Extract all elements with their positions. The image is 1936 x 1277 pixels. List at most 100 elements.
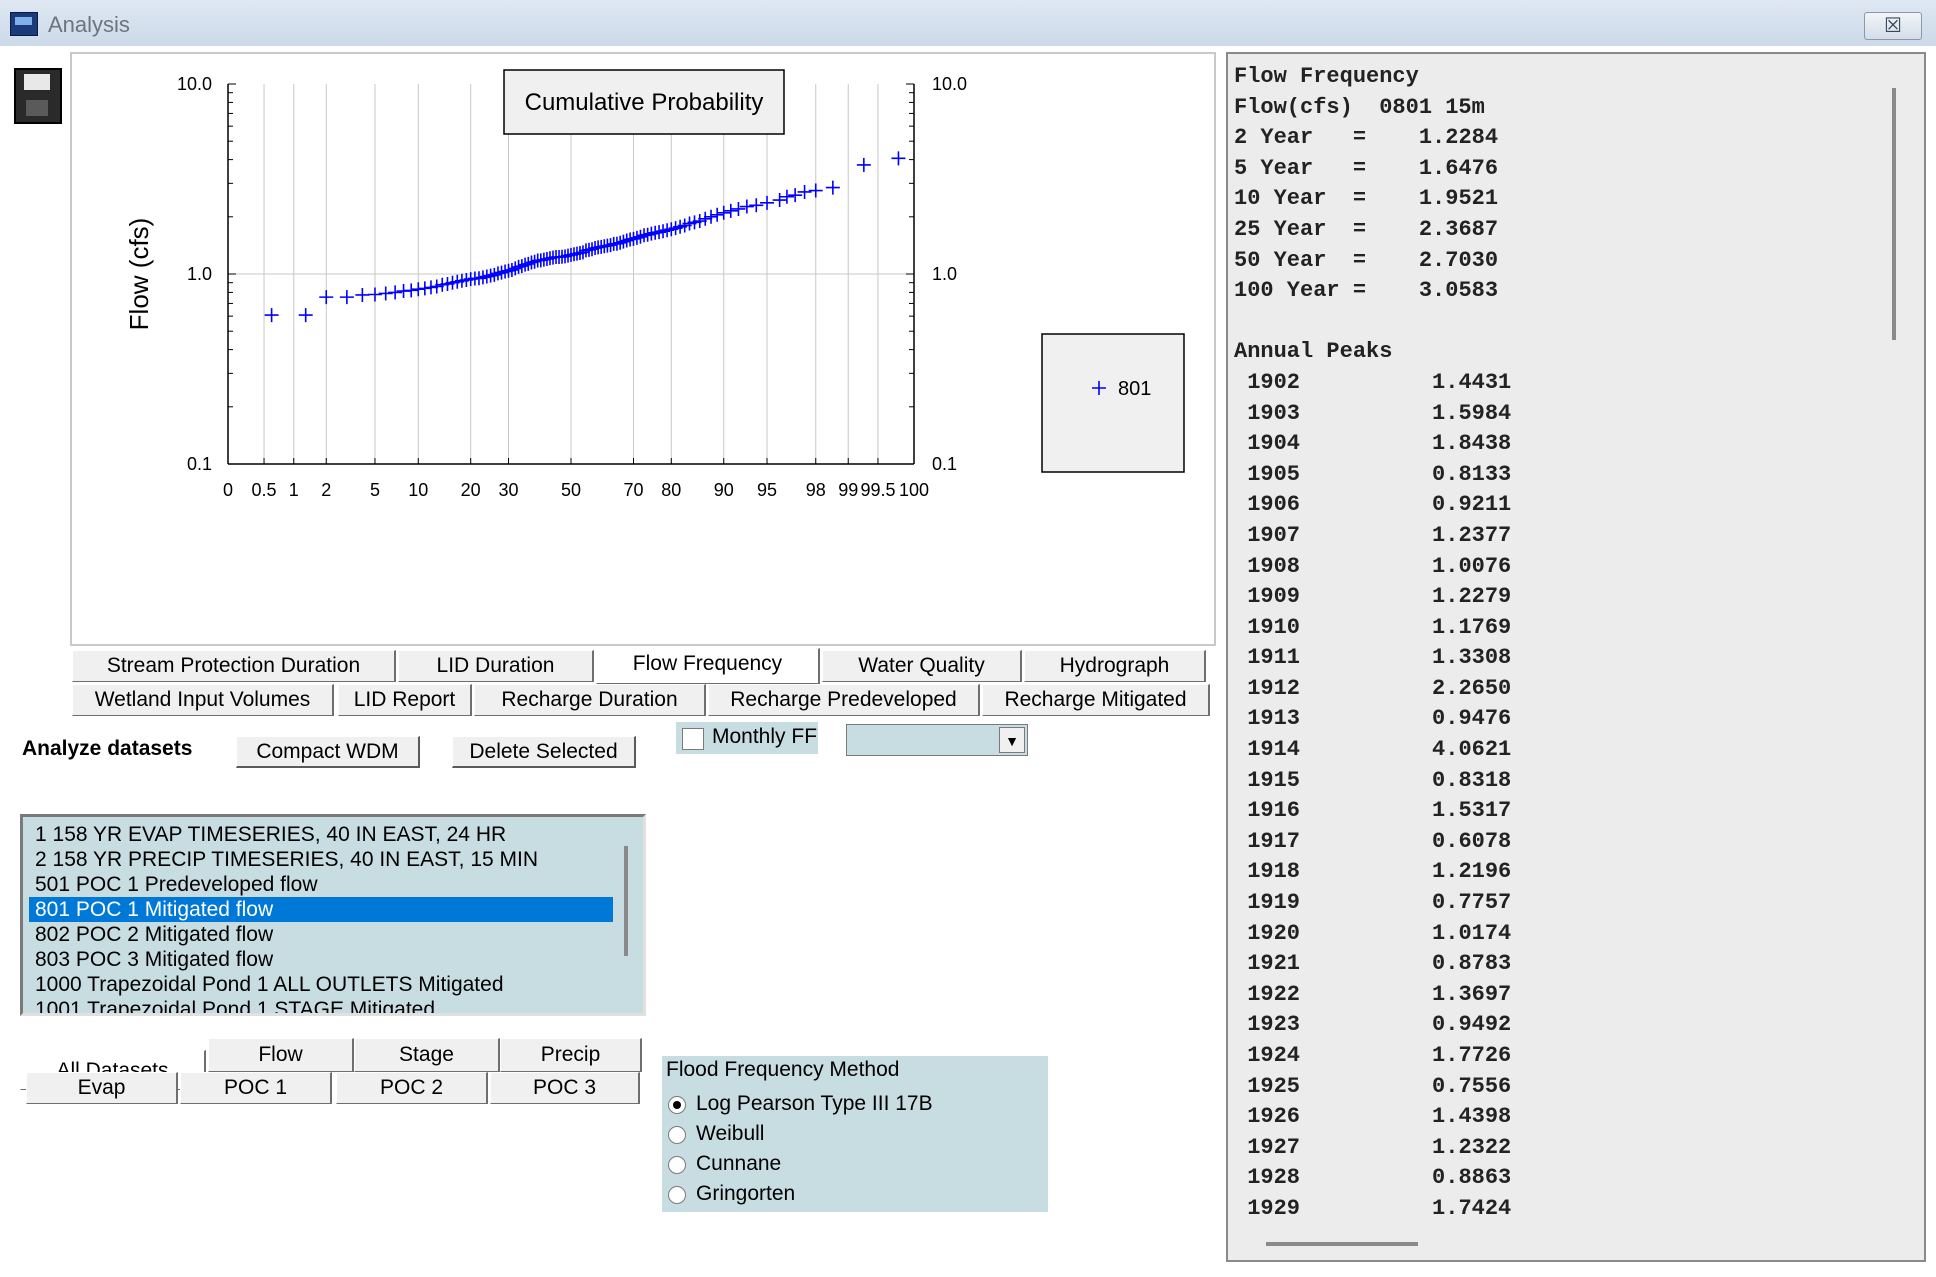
radio-log-pearson-type-iii-17b[interactable]	[668, 1096, 686, 1114]
data-point	[494, 265, 509, 280]
filter-tab-poc-3[interactable]: POC 3	[490, 1072, 640, 1104]
dataset-item[interactable]: 1001 Trapezoidal Pond 1 STAGE Mitigated	[35, 998, 436, 1016]
data-point	[629, 230, 644, 245]
return-period-row: 10 Year = 1.9521	[1234, 184, 1511, 215]
annual-peak-row: 1924 1.7726	[1234, 1041, 1511, 1072]
close-button[interactable]: ☒	[1864, 12, 1922, 40]
annual-peak-year: 1917	[1247, 828, 1301, 854]
annual-peak-value: 1.0076	[1432, 553, 1512, 579]
dataset-item[interactable]: 801 POC 1 Mitigated flow	[29, 897, 613, 922]
tab-wetland-input-volumes[interactable]: Wetland Input Volumes	[72, 684, 334, 716]
x-tick-label: 50	[561, 480, 581, 500]
data-point	[739, 199, 754, 214]
dataset-list[interactable]: 1 158 YR EVAP TIMESERIES, 40 IN EAST, 24…	[20, 814, 646, 1016]
legend-box	[1041, 333, 1185, 473]
annual-peaks-heading: Annual Peaks	[1234, 339, 1393, 365]
x-tick-label: 70	[623, 480, 643, 500]
monthly-ff-checkbox[interactable]: Monthly FF	[676, 722, 818, 754]
data-point	[797, 184, 812, 199]
filter-tab-label: Flow	[258, 1043, 303, 1066]
annual-peak-value: 0.8133	[1432, 461, 1512, 487]
annual-peak-row: 1915 0.8318	[1234, 766, 1511, 797]
annual-peak-row: 1927 1.2322	[1234, 1133, 1511, 1164]
save-icon[interactable]	[14, 68, 62, 124]
results-text-panel[interactable]: Flow Frequency Flow(cfs) 0801 15m 2 Year =…	[1226, 52, 1926, 1262]
dataset-item[interactable]: 2 158 YR PRECIP TIMESERIES, 40 IN EAST, …	[35, 848, 539, 871]
results-heading: Flow Frequency	[1234, 64, 1419, 89]
data-point	[772, 193, 787, 208]
annual-peak-row: 1916 1.5317	[1234, 796, 1511, 827]
data-point	[716, 205, 731, 220]
tab-label: Hydrograph	[1059, 654, 1170, 677]
x-tick-label: 90	[714, 480, 734, 500]
annual-peak-year: 1918	[1247, 859, 1301, 885]
dataset-item[interactable]: 1 158 YR EVAP TIMESERIES, 40 IN EAST, 24…	[35, 823, 507, 846]
filter-tab-stage[interactable]: Stage	[354, 1038, 500, 1072]
annual-peak-year: 1913	[1247, 706, 1301, 732]
radio-weibull[interactable]	[668, 1126, 686, 1144]
filter-tab-poc-2[interactable]: POC 2	[336, 1072, 488, 1104]
monthly-ff-box[interactable]	[682, 728, 704, 750]
dataset-item[interactable]: 1000 Trapezoidal Pond 1 ALL OUTLETS Miti…	[35, 973, 504, 996]
results-vertical-scrollbar[interactable]	[1892, 88, 1896, 340]
data-point	[487, 267, 502, 282]
filter-tab-evap[interactable]: Evap	[26, 1072, 178, 1104]
filter-tab-precip[interactable]: Precip	[500, 1038, 642, 1072]
data-point	[417, 281, 432, 296]
analyze-datasets-label: Analyze datasets	[22, 737, 193, 760]
dataset-list-scrollbar[interactable]	[624, 846, 628, 956]
x-tick-label: 98	[806, 480, 826, 500]
tab-recharge-predeveloped[interactable]: Recharge Predeveloped	[708, 684, 980, 716]
annual-peak-value: 1.5317	[1432, 798, 1512, 824]
annual-peak-year: 1908	[1247, 553, 1301, 579]
chevron-down-icon[interactable]: ▼	[999, 727, 1025, 753]
annual-peak-year: 1920	[1247, 920, 1301, 946]
monthly-ff-dropdown[interactable]: ▼	[846, 724, 1028, 756]
annual-peak-row: 1913 0.9476	[1234, 704, 1511, 735]
dataset-item[interactable]: 802 POC 2 Mitigated flow	[35, 923, 274, 946]
data-point	[704, 209, 719, 224]
tab-recharge-duration[interactable]: Recharge Duration	[474, 684, 706, 716]
radio-label: Cunnane	[696, 1152, 782, 1175]
data-point	[633, 229, 648, 244]
app-icon	[10, 12, 38, 36]
radio-gringorten[interactable]	[668, 1186, 686, 1204]
results-horizontal-scrollbar[interactable]	[1266, 1242, 1418, 1246]
chart-title-box	[503, 69, 785, 135]
annual-peak-year: 1902	[1247, 369, 1301, 395]
data-point	[825, 180, 840, 195]
data-point	[723, 203, 738, 218]
delete-selected-button[interactable]: Delete Selected	[452, 736, 636, 768]
tab-water-quality[interactable]: Water Quality	[822, 650, 1022, 682]
tab-lid-duration[interactable]: LID Duration	[398, 650, 594, 682]
filter-tab-poc-1[interactable]: POC 1	[180, 1072, 332, 1104]
data-point	[609, 236, 624, 251]
x-tick-label: 5	[370, 480, 380, 500]
tab-hydrograph[interactable]: Hydrograph	[1024, 650, 1206, 682]
flood-frequency-method-group: Flood Frequency Method Log Pearson Type …	[662, 1056, 1048, 1212]
tab-recharge-mitigated[interactable]: Recharge Mitigated	[982, 684, 1210, 716]
tab-flow-frequency[interactable]: Flow Frequency	[596, 648, 820, 684]
filter-tab-flow[interactable]: Flow	[208, 1038, 354, 1072]
filter-tab-label: POC 3	[532, 1076, 597, 1099]
data-point	[644, 226, 659, 241]
annual-peak-row: 1911 1.3308	[1234, 643, 1511, 674]
compact-wdm-button[interactable]: Compact WDM	[236, 736, 420, 768]
tab-label: LID Duration	[436, 654, 555, 677]
annual-peak-value: 1.5984	[1432, 400, 1512, 426]
data-point	[479, 269, 494, 284]
tab-lid-report[interactable]: LID Report	[338, 684, 472, 716]
data-point	[514, 259, 529, 274]
annual-peak-year: 1926	[1247, 1104, 1301, 1130]
tab-stream-protection-duration[interactable]: Stream Protection Duration	[72, 650, 396, 682]
tab-label: LID Report	[353, 688, 456, 711]
annual-peak-year: 1915	[1247, 767, 1301, 793]
return-period-label: 100 Year =	[1234, 278, 1367, 304]
data-point	[856, 157, 871, 172]
dataset-item[interactable]: 803 POC 3 Mitigated flow	[35, 948, 274, 971]
dataset-item[interactable]: 501 POC 1 Predeveloped flow	[35, 873, 318, 896]
radio-cunnane[interactable]	[668, 1156, 686, 1174]
y-tick-label-right: 0.1	[932, 454, 957, 474]
annual-peak-year: 1903	[1247, 400, 1301, 426]
y-tick-label-left: 10.0	[177, 74, 212, 94]
